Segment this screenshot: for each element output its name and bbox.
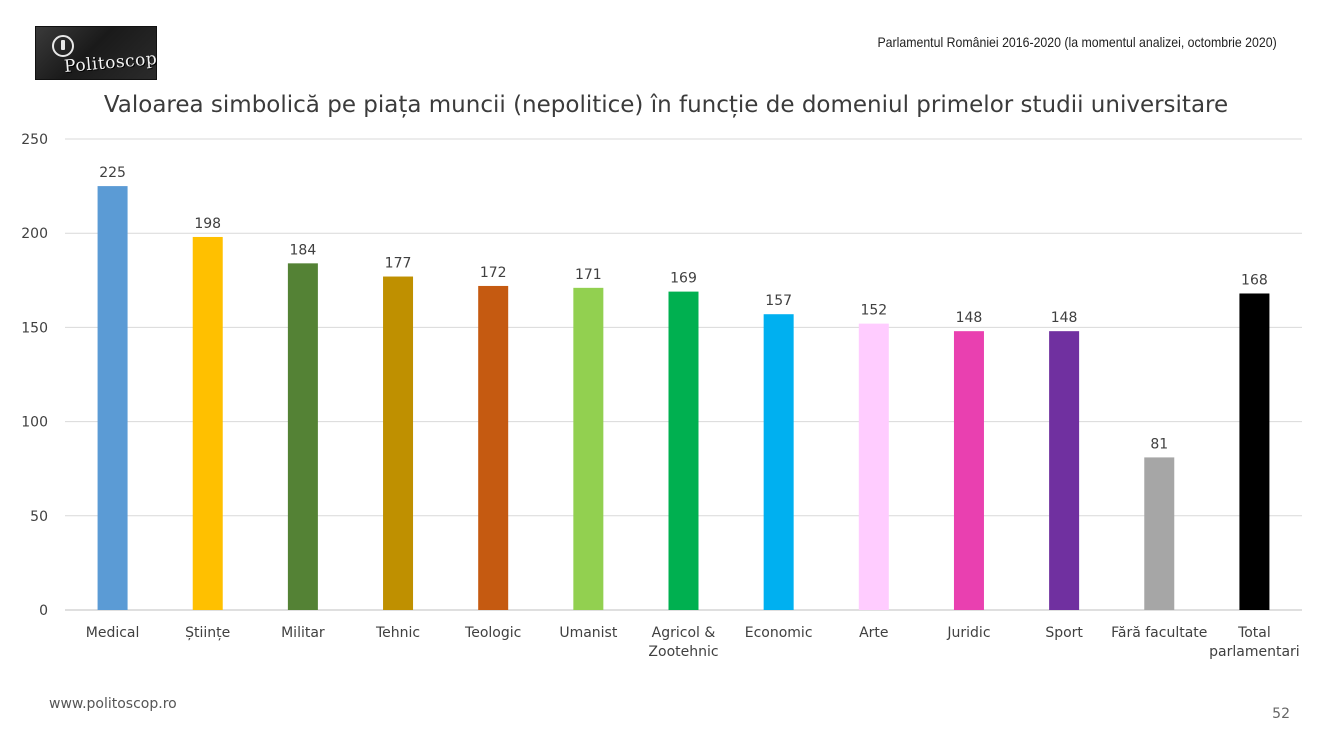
x-tick-label: Militar [281,625,325,641]
y-tick-label: 0 [39,603,48,619]
data-label: 171 [575,267,602,283]
x-tick-label: Arte [859,625,888,641]
data-label: 157 [765,293,792,309]
data-label: 81 [1150,436,1168,452]
bar [192,236,223,610]
data-label: 198 [194,216,221,232]
y-axis-tick-labels: 0 50 100 150 200 250 [21,132,48,619]
x-tick-label: Umanist [559,625,618,641]
x-tick-label: Tehnic [375,625,420,641]
x-tick-label: Fără facultate [1111,625,1207,641]
data-labels: 225 198 184 177 172 171 169 157 152 148 148 81 168 [99,165,1268,452]
x-tick-label: Juridic [946,625,990,641]
politoscop-logo: Politoscop [35,26,158,80]
y-tick-label: 250 [21,132,48,148]
x-tick-label: Sport [1045,625,1083,641]
x-tick-label: Științe [185,625,230,641]
y-tick-label: 200 [21,226,48,242]
bar [668,291,699,610]
x-tick-label: Teologic [464,625,521,641]
bar [478,285,509,610]
x-tick-label: Economic [745,625,813,641]
data-label: 148 [956,310,983,326]
bars [97,186,1270,610]
x-tick-label: Medical [86,625,140,641]
data-label: 177 [385,256,412,272]
data-label: 169 [670,271,697,287]
x-axis-tick-labels: Medical Științe Militar Tehnic Teologic Umani… [86,625,1300,660]
bar [1049,331,1080,610]
y-tick-label: 50 [30,509,48,525]
data-label: 148 [1051,310,1078,326]
x-tick-label: Total parlamentari [1209,625,1300,660]
y-tick-label: 150 [21,320,48,336]
bar [287,263,318,610]
data-label: 152 [860,303,887,319]
page-number: 52 [1272,706,1290,722]
source-note: Parlamentul României 2016-2020 (la momen… [877,34,1277,50]
bar [573,287,604,610]
y-tick-label: 100 [21,415,48,431]
bar [953,331,984,610]
footer-url[interactable]: www.politoscop.ro [49,696,177,712]
data-label: 225 [99,165,126,181]
data-label: 184 [290,242,317,258]
chart-title: Valoarea simbolică pe piața muncii (nepo… [103,92,1229,118]
bar [858,323,889,610]
logo-mark-icon [52,35,74,57]
bar [97,186,128,610]
bar [383,276,414,610]
bar [763,314,794,610]
data-label: 168 [1241,272,1268,288]
data-label: 172 [480,265,507,281]
bar [1144,457,1175,610]
bar [1239,293,1270,610]
x-tick-label: Agricol & Zootehnic [648,625,718,660]
